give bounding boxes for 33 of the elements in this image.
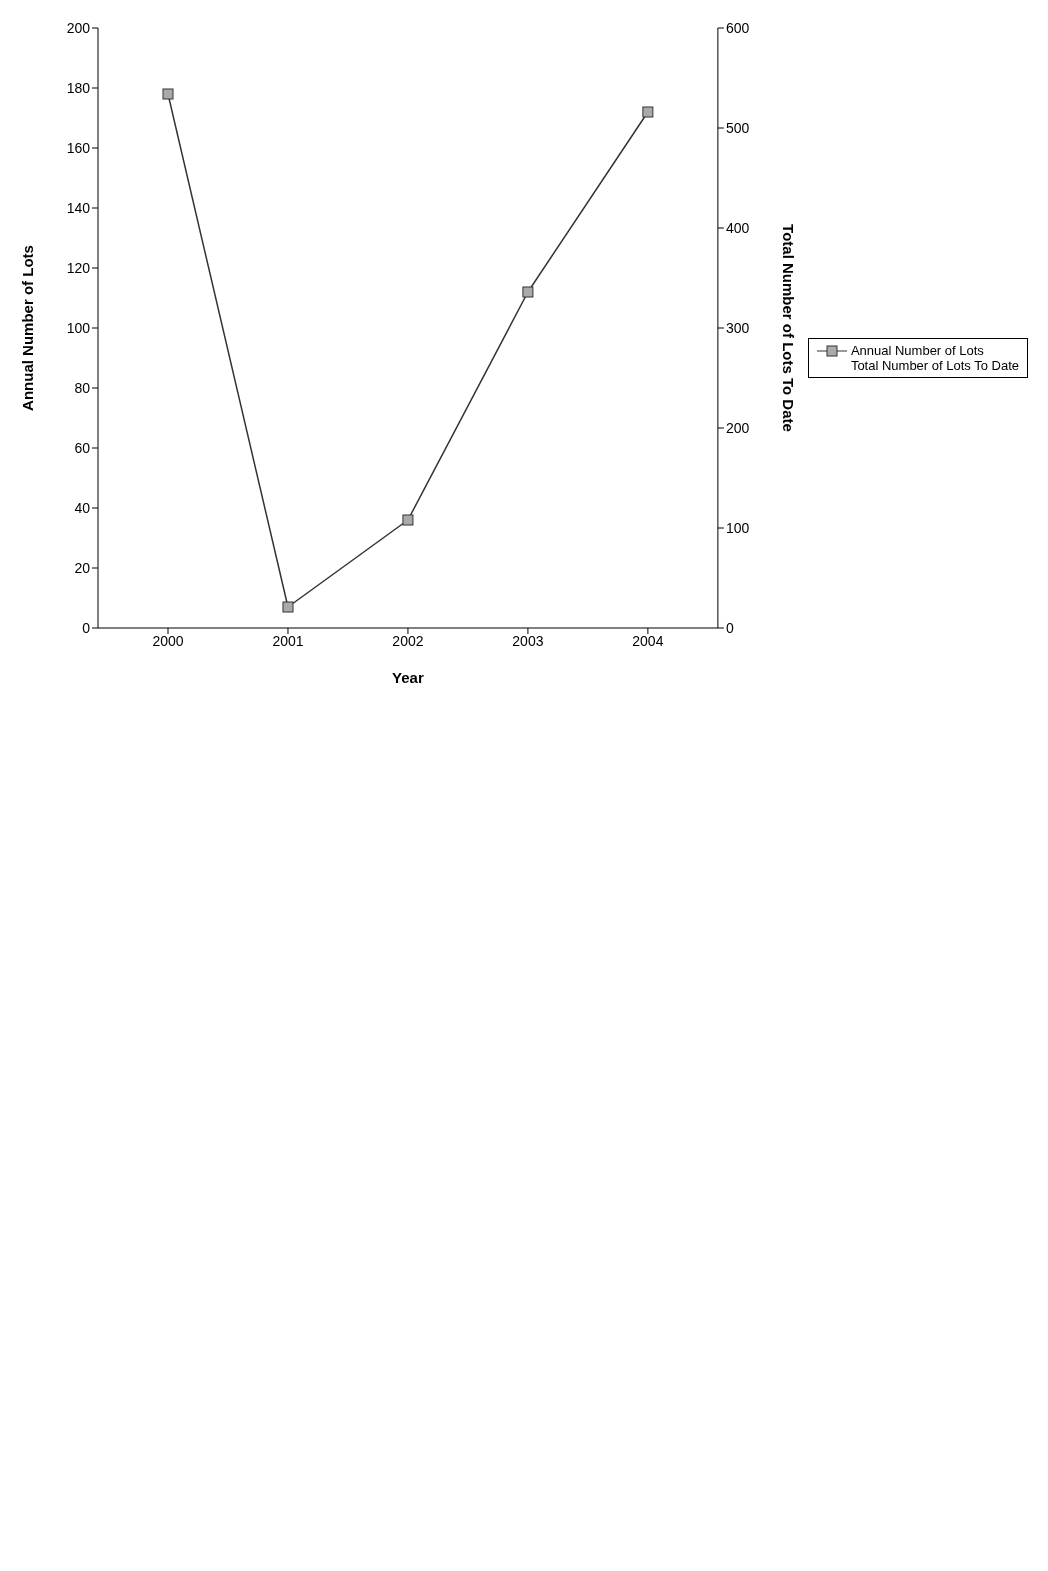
- x-tick-label: 2000: [152, 632, 184, 649]
- y2-tick-label: 400: [725, 219, 750, 236]
- point: [282, 601, 294, 613]
- x-axis-title: Year: [392, 669, 424, 686]
- y-tick-label: 60: [74, 439, 91, 456]
- point: [522, 286, 534, 298]
- y-tick-label: 100: [66, 319, 91, 336]
- y2-tick-label: 500: [725, 119, 750, 136]
- y-tick-label: 140: [66, 199, 91, 216]
- y-tick-label: 20: [74, 559, 91, 576]
- y-tick-label: 80: [74, 379, 91, 396]
- x-tick-label: 2003: [512, 632, 544, 649]
- y-tick-label: 40: [74, 499, 91, 516]
- y2-tick-label: 200: [725, 419, 750, 436]
- x-tick-label: 2004: [632, 632, 664, 649]
- text: Total Number of Lots To Date: [849, 358, 1019, 373]
- y2-axis-title: Total Number of Lots To Date: [779, 224, 797, 432]
- x-tick-label: 2001: [272, 632, 304, 649]
- y2-tick-label: 100: [725, 519, 750, 536]
- y2-tick-label: 600: [725, 19, 750, 36]
- point: [642, 106, 654, 118]
- y2-tick-label: 0: [725, 619, 734, 636]
- y-tick-label: 160: [66, 139, 91, 156]
- legend-label: Annual Number of Lots: [850, 343, 984, 358]
- y-axis-title: Annual Number of Lots: [19, 245, 37, 411]
- point: [402, 514, 414, 526]
- y-tick-label: 200: [66, 19, 91, 36]
- y-tick-label: 0: [82, 619, 91, 636]
- y-tick-label: 120: [66, 259, 91, 276]
- x-tick-label: 2002: [392, 632, 424, 649]
- point: [162, 88, 174, 100]
- y-tick-label: 180: [66, 79, 91, 96]
- y2-tick-label: 300: [725, 319, 750, 336]
